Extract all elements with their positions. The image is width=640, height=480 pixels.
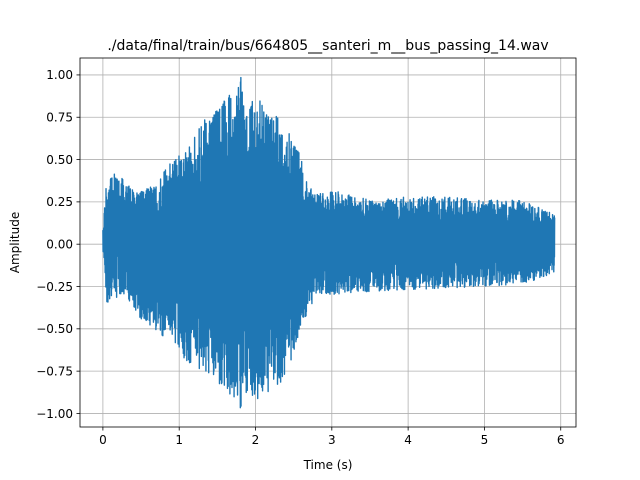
y-tick-label: 1.00	[46, 68, 73, 82]
y-tick-label: −0.50	[36, 322, 73, 336]
tick-layer: 0 1 2 3 4 5 6 −1.00 −0.75 −0.50 −0.25 0.00 0.25 0.50 0…	[36, 68, 564, 447]
chart-title: ./data/final/train/bus/664805__santeri_m…	[107, 38, 548, 54]
x-tick-label: 4	[404, 433, 412, 447]
series-layer	[102, 76, 556, 409]
x-tick-label: 6	[557, 433, 565, 447]
x-tick-label: 3	[328, 433, 336, 447]
y-tick-label: 0.75	[46, 111, 73, 125]
x-axis-label: Time (s)	[303, 458, 353, 472]
y-tick-label: −0.75	[36, 364, 73, 378]
y-tick-label: 0.25	[46, 195, 73, 209]
waveform-series-line	[102, 76, 556, 409]
x-tick-label: 1	[175, 433, 183, 447]
x-tick-label: 5	[481, 433, 489, 447]
y-tick-label: 0.50	[46, 153, 73, 167]
y-axis-label: Amplitude	[8, 212, 22, 274]
x-tick-label: 2	[252, 433, 260, 447]
y-tick-label: 0.00	[46, 237, 73, 251]
plot-frame	[79, 57, 577, 428]
x-tick-label: 0	[99, 433, 107, 447]
y-tick-label: −1.00	[36, 407, 73, 421]
y-tick-label: −0.25	[36, 280, 73, 294]
